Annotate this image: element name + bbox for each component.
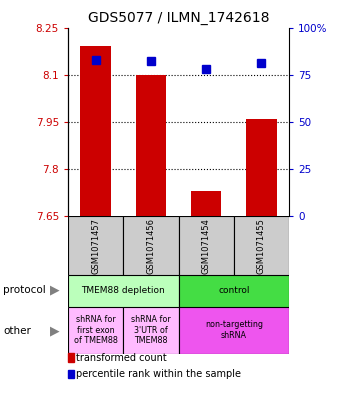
FancyBboxPatch shape (68, 307, 123, 354)
Text: non-targetting
shRNA: non-targetting shRNA (205, 320, 263, 340)
FancyBboxPatch shape (178, 307, 289, 354)
FancyBboxPatch shape (123, 307, 178, 354)
Text: control: control (218, 286, 250, 295)
FancyBboxPatch shape (234, 216, 289, 275)
Text: percentile rank within the sample: percentile rank within the sample (76, 369, 241, 379)
Text: GSM1071457: GSM1071457 (91, 218, 100, 274)
Text: GSM1071454: GSM1071454 (202, 218, 210, 274)
Text: GSM1071456: GSM1071456 (147, 218, 155, 274)
FancyBboxPatch shape (123, 216, 178, 275)
FancyBboxPatch shape (178, 275, 289, 307)
FancyBboxPatch shape (68, 275, 178, 307)
Text: shRNA for
first exon
of TMEM88: shRNA for first exon of TMEM88 (74, 315, 118, 345)
Text: GSM1071455: GSM1071455 (257, 218, 266, 274)
Bar (81, 46, 111, 216)
Text: shRNA for
3'UTR of
TMEM88: shRNA for 3'UTR of TMEM88 (131, 315, 171, 345)
FancyBboxPatch shape (68, 216, 123, 275)
Bar (246, 119, 276, 216)
Title: GDS5077 / ILMN_1742618: GDS5077 / ILMN_1742618 (88, 11, 269, 25)
Text: other: other (3, 326, 31, 336)
Bar (191, 191, 221, 216)
Text: ▶: ▶ (50, 325, 60, 338)
Text: TMEM88 depletion: TMEM88 depletion (81, 286, 165, 295)
Bar (136, 75, 166, 216)
Text: transformed count: transformed count (76, 353, 167, 363)
Text: protocol: protocol (3, 285, 46, 295)
FancyBboxPatch shape (178, 216, 234, 275)
Text: ▶: ▶ (50, 283, 60, 297)
